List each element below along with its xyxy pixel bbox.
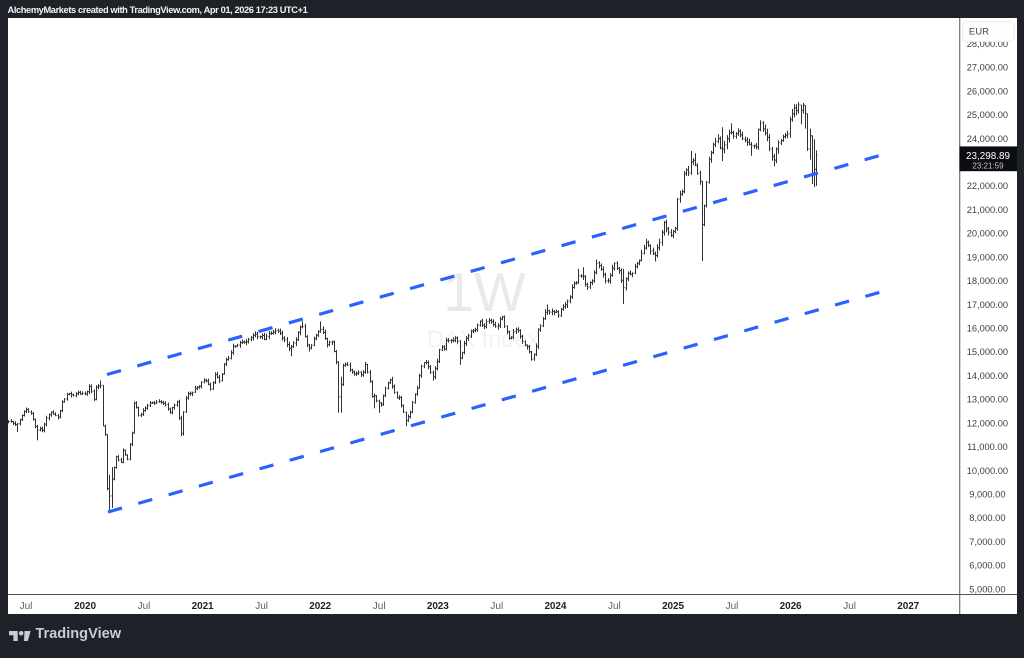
svg-text:16,000.00: 16,000.00 [967, 324, 1008, 334]
svg-text:Jul: Jul [255, 601, 268, 612]
svg-text:5,000.00: 5,000.00 [969, 584, 1005, 594]
svg-text:Jul: Jul [373, 601, 386, 612]
svg-text:17,000.00: 17,000.00 [967, 300, 1008, 310]
svg-text:2025: 2025 [662, 601, 684, 612]
svg-text:27,000.00: 27,000.00 [967, 63, 1008, 73]
svg-text:1W: 1W [443, 261, 526, 323]
svg-text:25,000.00: 25,000.00 [967, 110, 1008, 120]
svg-text:7,000.00: 7,000.00 [969, 537, 1005, 547]
svg-text:6,000.00: 6,000.00 [969, 561, 1005, 571]
svg-text:23,298.89: 23,298.89 [966, 151, 1010, 162]
svg-text:Jul: Jul [138, 601, 151, 612]
svg-text:Jul: Jul [20, 601, 33, 612]
svg-text:2022: 2022 [309, 601, 331, 612]
svg-text:Jul: Jul [490, 601, 503, 612]
svg-text:26,000.00: 26,000.00 [967, 86, 1008, 96]
svg-text:14,000.00: 14,000.00 [967, 371, 1008, 381]
svg-text:28,000.00: 28,000.00 [967, 39, 1008, 49]
svg-text:2023: 2023 [427, 601, 449, 612]
svg-text:15,000.00: 15,000.00 [967, 347, 1008, 357]
svg-text:19,000.00: 19,000.00 [967, 252, 1008, 262]
svg-text:EUR: EUR [969, 26, 989, 37]
svg-text:9,000.00: 9,000.00 [969, 490, 1005, 500]
svg-text:2024: 2024 [544, 601, 566, 612]
svg-text:22,000.00: 22,000.00 [967, 181, 1008, 191]
svg-text:2026: 2026 [780, 601, 802, 612]
svg-text:8,000.00: 8,000.00 [969, 513, 1005, 523]
svg-text:Jul: Jul [608, 601, 621, 612]
svg-text:Jul: Jul [726, 601, 739, 612]
svg-text:12,000.00: 12,000.00 [967, 418, 1008, 428]
svg-text:2020: 2020 [74, 601, 96, 612]
svg-text:11,000.00: 11,000.00 [967, 442, 1008, 452]
svg-text:Jul: Jul [843, 601, 856, 612]
svg-text:20,000.00: 20,000.00 [967, 229, 1008, 239]
svg-text:21,000.00: 21,000.00 [967, 205, 1008, 215]
svg-text:2027: 2027 [897, 601, 919, 612]
svg-text:13,000.00: 13,000.00 [967, 395, 1008, 405]
svg-text:18,000.00: 18,000.00 [967, 276, 1008, 286]
svg-text:23:21:59: 23:21:59 [972, 161, 1004, 170]
svg-text:10,000.00: 10,000.00 [967, 466, 1008, 476]
svg-text:24,000.00: 24,000.00 [967, 134, 1008, 144]
svg-text:2021: 2021 [192, 601, 214, 612]
